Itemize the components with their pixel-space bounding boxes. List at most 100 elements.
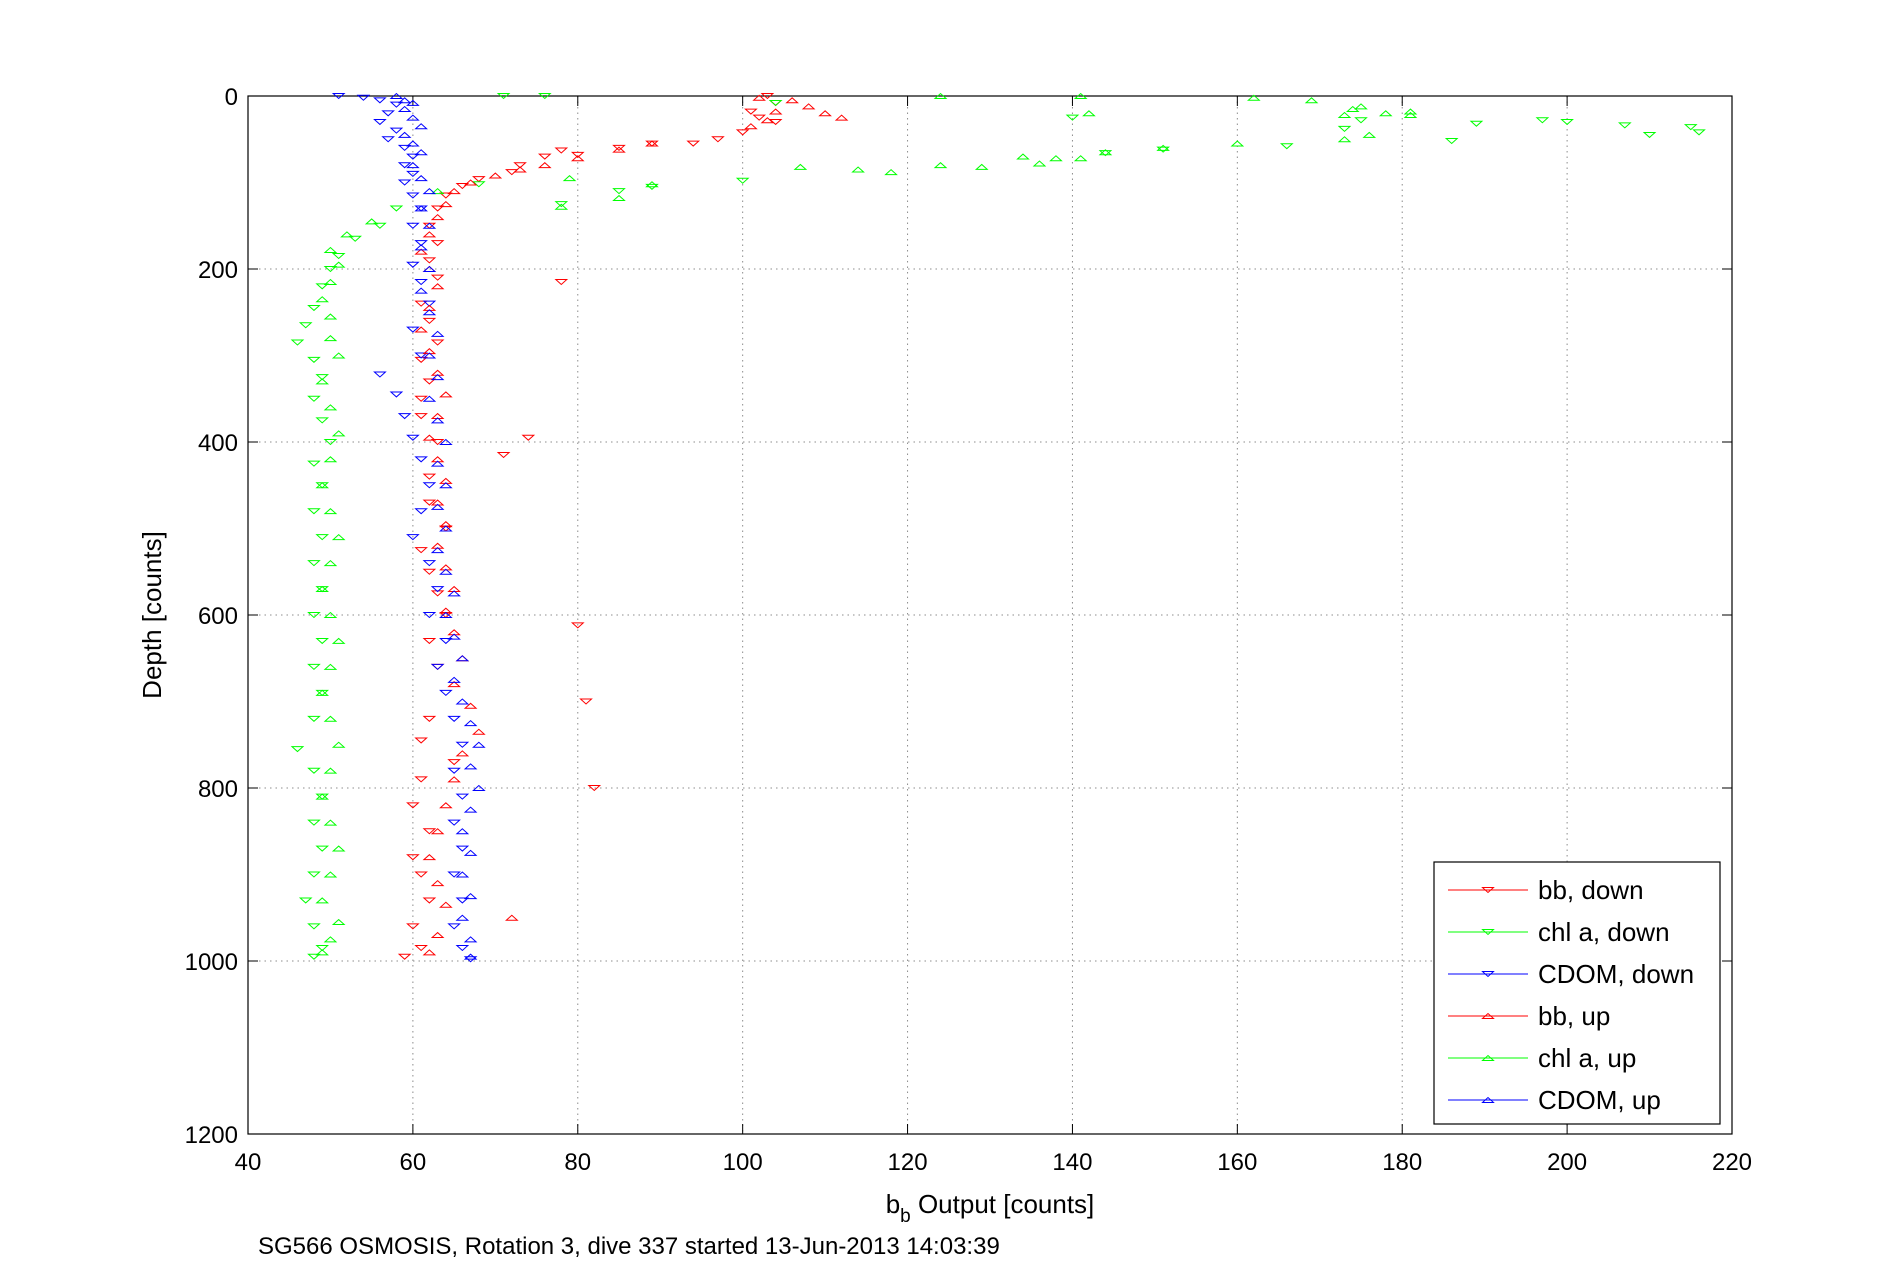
data-point	[455, 698, 470, 705]
data-point	[472, 741, 486, 748]
data-point	[307, 560, 321, 567]
data-point	[455, 793, 470, 800]
data-point	[422, 715, 437, 722]
data-point	[1016, 153, 1030, 160]
data-point	[331, 430, 346, 437]
data-point	[331, 845, 346, 852]
data-point	[537, 162, 552, 169]
data-point	[851, 166, 865, 173]
data-point	[1354, 117, 1368, 124]
series-0	[397, 93, 783, 960]
data-point	[414, 248, 428, 255]
data-point	[554, 147, 569, 154]
data-point	[570, 622, 585, 629]
data-point	[315, 374, 330, 381]
data-point	[455, 828, 470, 835]
data-point	[430, 503, 445, 510]
data-point	[406, 326, 420, 333]
data-point	[612, 188, 626, 195]
data-point	[298, 897, 313, 904]
data-point	[463, 849, 478, 856]
data-point	[422, 317, 437, 325]
legend-marker	[1481, 1054, 1495, 1061]
data-point	[447, 188, 461, 195]
data-point	[447, 590, 461, 597]
data-point	[1032, 160, 1047, 167]
data-point	[307, 663, 321, 671]
data-point	[422, 612, 437, 619]
data-point	[414, 123, 428, 130]
data-point	[1683, 124, 1698, 131]
data-point	[447, 633, 461, 640]
ticks-layer: 40 60 80 100 120 140 160 180 200 220 0 200 400 600 800…	[185, 84, 1752, 1176]
data-point	[447, 776, 461, 783]
data-point	[422, 568, 437, 575]
data-point	[290, 746, 305, 753]
data-point	[1082, 110, 1096, 117]
data-point	[430, 663, 445, 671]
data-point	[323, 266, 338, 273]
data-point	[1362, 131, 1377, 138]
legend: bb, down chl a, down CDOM, down bb, up chl a…	[1433, 861, 1721, 1125]
data-point	[760, 93, 775, 100]
data-point	[406, 170, 420, 177]
legend-label: bb, up	[1538, 1001, 1610, 1031]
data-point	[463, 806, 478, 813]
data-point	[430, 213, 445, 221]
data-point	[331, 352, 346, 359]
data-point	[406, 162, 420, 169]
data-point	[488, 172, 503, 179]
data-point	[307, 356, 321, 363]
data-point	[307, 819, 321, 826]
y-axis-label: Depth [counts]	[137, 531, 167, 699]
data-point	[422, 257, 437, 264]
data-point	[307, 953, 321, 960]
data-point	[323, 715, 338, 722]
data-point	[422, 482, 437, 489]
data-point	[323, 559, 338, 567]
data-point	[455, 750, 470, 757]
data-point	[513, 162, 527, 169]
data-point	[323, 404, 338, 411]
legend-label: CDOM, up	[1538, 1085, 1661, 1115]
data-point	[472, 728, 486, 735]
data-point	[430, 439, 445, 446]
data-point	[554, 201, 569, 208]
data-point	[686, 140, 701, 147]
data-point	[307, 612, 321, 619]
x-tick-label: 100	[723, 1149, 763, 1176]
data-point	[439, 901, 453, 908]
data-point	[439, 200, 453, 208]
data-point	[307, 923, 321, 930]
data-point	[1230, 140, 1245, 147]
data-point	[414, 945, 428, 952]
legend-label: chl a, down	[1538, 917, 1670, 947]
data-point	[645, 140, 659, 147]
data-point	[1073, 92, 1088, 99]
data-point	[768, 108, 783, 115]
data-point	[414, 871, 428, 878]
x-tick-label: 220	[1712, 1149, 1752, 1176]
data-point	[1304, 97, 1319, 104]
data-point	[447, 871, 461, 878]
legend-label: CDOM, down	[1538, 959, 1694, 989]
data-point	[430, 283, 445, 290]
data-point	[735, 177, 750, 184]
data-point	[463, 702, 478, 709]
data-point	[455, 741, 470, 748]
data-point	[315, 637, 330, 645]
data-point	[323, 335, 338, 342]
data-point	[414, 149, 428, 156]
data-point	[933, 92, 948, 99]
data-point	[439, 438, 453, 445]
legend-marker	[1481, 971, 1495, 978]
data-point	[315, 945, 330, 952]
x-axis-label: bb Output [counts]	[886, 1189, 1095, 1227]
data-point	[834, 114, 849, 121]
data-point	[496, 93, 511, 100]
x-tick-label: 200	[1547, 1149, 1587, 1176]
data-point	[397, 97, 412, 104]
data-point	[397, 162, 412, 169]
data-point	[422, 309, 437, 316]
data-point	[307, 871, 321, 878]
